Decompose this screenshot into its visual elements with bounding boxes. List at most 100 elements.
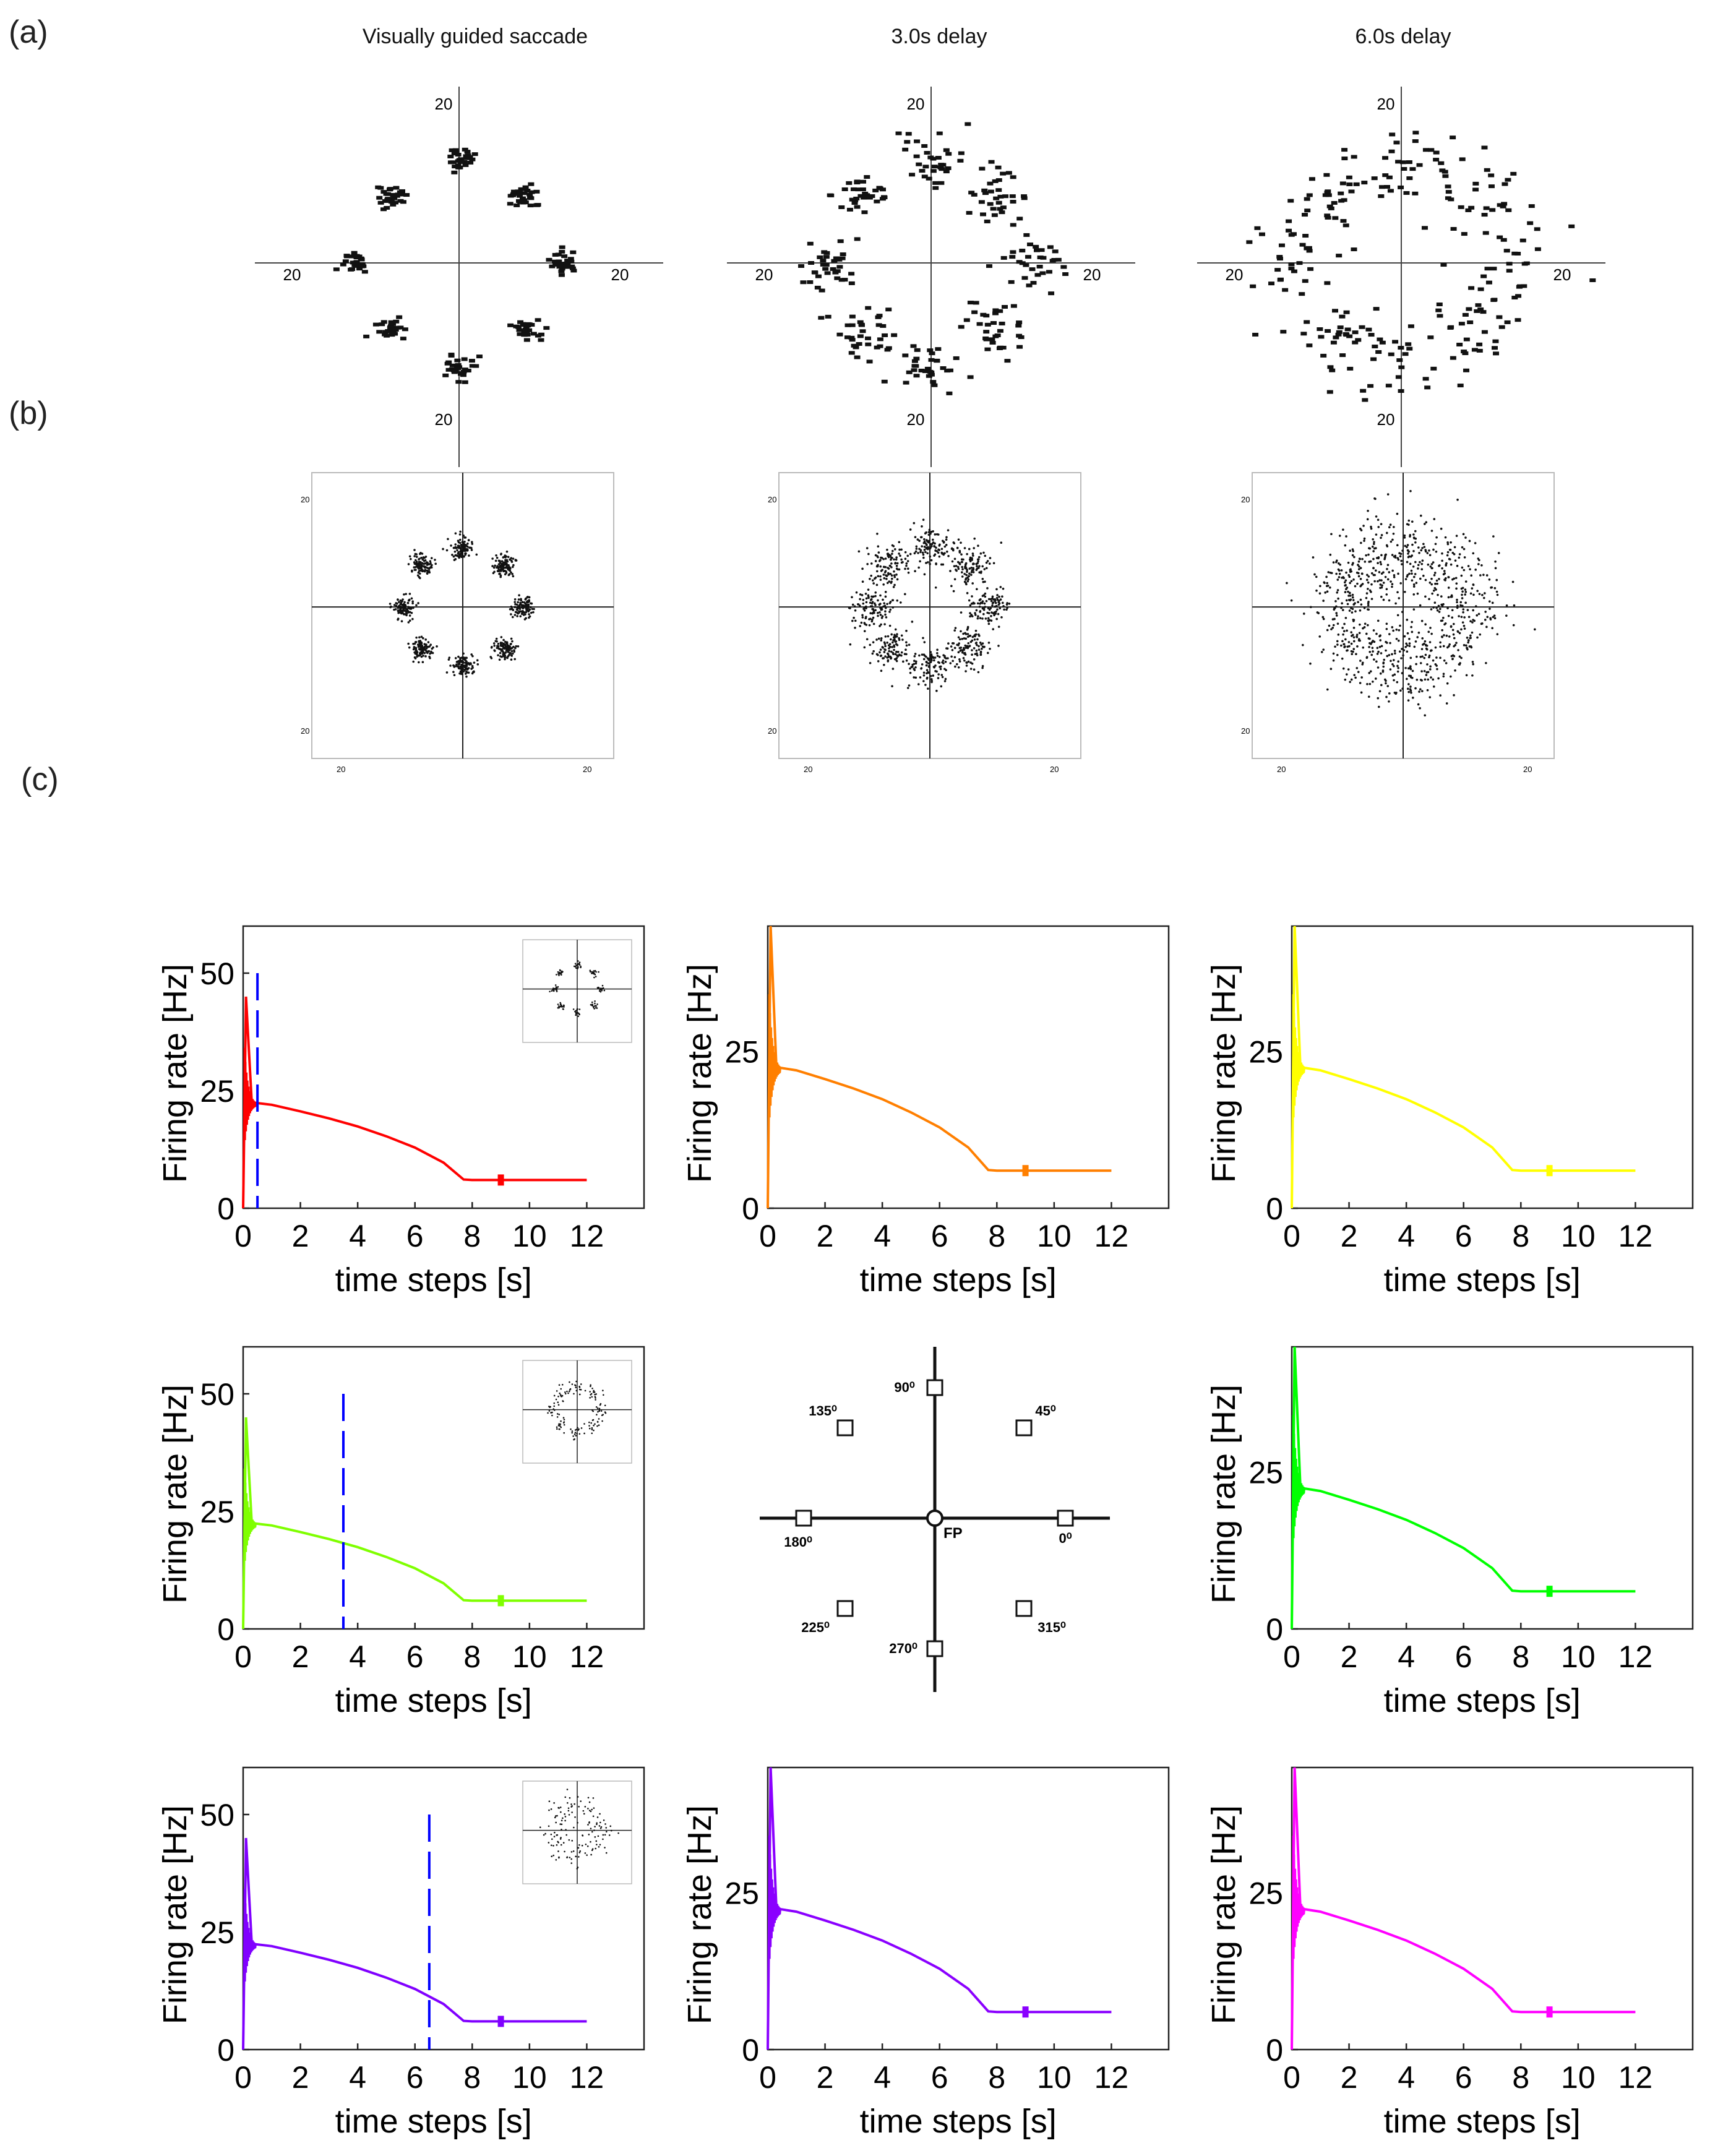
endpoint-dot bbox=[394, 608, 397, 611]
endpoint-dot bbox=[971, 649, 973, 651]
endpoint-dot bbox=[918, 539, 921, 542]
endpoint-dot bbox=[1412, 565, 1415, 568]
endpoint-dot bbox=[1445, 577, 1447, 580]
endpoint-dot bbox=[867, 552, 870, 556]
endpoint-dot bbox=[1463, 569, 1466, 572]
endpoint-dot bbox=[929, 555, 932, 558]
endpoint-dot bbox=[1432, 548, 1435, 551]
inset-dot bbox=[565, 1829, 567, 1831]
inset-dot bbox=[595, 976, 597, 977]
onset-transient bbox=[243, 1047, 257, 1152]
inset-dot bbox=[578, 1852, 581, 1853]
endpoint-dot bbox=[929, 655, 932, 657]
inset-dot bbox=[591, 1001, 593, 1003]
endpoint-dot bbox=[1467, 565, 1470, 567]
inset-dot bbox=[560, 1844, 562, 1846]
endpoint-dot bbox=[853, 196, 860, 200]
endpoint-dot bbox=[1419, 655, 1422, 658]
endpoint-dot bbox=[520, 610, 522, 612]
endpoint-dot bbox=[1335, 560, 1338, 564]
endpoint-dot bbox=[1429, 668, 1432, 671]
endpoint-dot bbox=[1339, 353, 1346, 358]
endpoint-dot bbox=[908, 684, 911, 687]
endpoint-dot bbox=[1355, 338, 1362, 342]
endpoint-dot bbox=[1342, 667, 1345, 670]
inset-dot bbox=[590, 1393, 593, 1395]
endpoint-dot bbox=[1346, 334, 1353, 338]
endpoint-dot bbox=[1372, 538, 1374, 541]
endpoint-dot bbox=[1358, 565, 1360, 568]
endpoint-dot bbox=[966, 633, 969, 635]
endpoint-dot bbox=[1445, 190, 1452, 194]
endpoint-dot bbox=[973, 547, 976, 549]
endpoint-dot bbox=[517, 200, 524, 204]
endpoint-dot bbox=[1377, 580, 1379, 583]
endpoint-dot bbox=[1360, 676, 1363, 679]
endpoint-dot bbox=[1359, 325, 1365, 329]
inset-dot bbox=[576, 1008, 578, 1010]
endpoint-dot bbox=[1419, 604, 1422, 607]
inset-dot bbox=[560, 1388, 562, 1390]
endpoint-dot bbox=[930, 559, 933, 562]
endpoint-dot bbox=[881, 379, 888, 384]
inset-dot bbox=[577, 1847, 579, 1849]
inset-dot bbox=[598, 1409, 601, 1412]
endpoint-dot bbox=[851, 343, 857, 348]
endpoint-dot bbox=[1388, 700, 1390, 703]
endpoint-dot bbox=[798, 264, 805, 268]
endpoint-dot bbox=[1016, 320, 1023, 325]
inset-dot bbox=[595, 971, 597, 973]
endpoint-dot bbox=[1277, 278, 1284, 282]
endpoint-dot bbox=[896, 578, 899, 581]
endpoint-dot bbox=[915, 548, 918, 550]
endpoint-dot bbox=[428, 570, 431, 572]
endpoint-dot bbox=[459, 552, 462, 556]
inset-dot bbox=[561, 971, 563, 974]
endpoint-dot bbox=[1365, 632, 1368, 635]
inset-dot bbox=[557, 986, 559, 988]
endpoint-dot bbox=[1382, 662, 1385, 665]
endpoint-dot bbox=[855, 187, 862, 192]
endpoint-dot bbox=[493, 649, 496, 652]
endpoint-dot bbox=[861, 567, 864, 570]
endpoint-dot bbox=[1434, 543, 1437, 546]
endpoint-dot bbox=[1404, 590, 1406, 593]
endpoint-dot bbox=[1015, 324, 1022, 328]
endpoint-dot bbox=[1000, 171, 1007, 176]
x-tick-label: 4 bbox=[349, 2060, 366, 2095]
endpoint-dot bbox=[1510, 171, 1517, 176]
endpoint-dot bbox=[1458, 322, 1465, 326]
endpoint-dot bbox=[971, 557, 973, 560]
endpoint-dot bbox=[1435, 656, 1438, 659]
endpoint-dot bbox=[1439, 168, 1446, 173]
y-tick-label: 25 bbox=[1248, 1456, 1283, 1490]
endpoint-dot bbox=[924, 150, 930, 155]
endpoint-dot bbox=[863, 630, 866, 632]
endpoint-dot bbox=[885, 346, 892, 350]
endpoint-dot bbox=[1332, 624, 1335, 627]
inset-dot bbox=[583, 1813, 585, 1815]
inset-dot bbox=[575, 1385, 577, 1386]
endpoint-dot bbox=[1412, 139, 1419, 144]
endpoint-dot bbox=[1036, 264, 1043, 268]
endpoint-dot bbox=[913, 552, 916, 555]
endpoint-dot bbox=[1452, 622, 1455, 625]
endpoint-dot bbox=[1446, 543, 1450, 546]
endpoint-dot bbox=[877, 637, 880, 640]
endpoint-dot bbox=[396, 315, 403, 319]
endpoint-dot bbox=[1379, 583, 1382, 586]
endpoint-dot bbox=[413, 651, 416, 654]
endpoint-dot bbox=[857, 550, 861, 553]
x-tick-label: 10 bbox=[512, 1219, 547, 1253]
endpoint-dot bbox=[957, 538, 960, 541]
endpoint-dot bbox=[1401, 549, 1404, 552]
endpoint-dot bbox=[990, 207, 997, 211]
endpoint-dot bbox=[1484, 592, 1486, 595]
endpoint-dot bbox=[830, 267, 836, 271]
endpoint-dot bbox=[872, 579, 874, 582]
endpoint-dot bbox=[416, 655, 418, 658]
inset-dot bbox=[558, 974, 560, 976]
endpoint-dot bbox=[1003, 608, 1005, 611]
endpoint-dot bbox=[974, 612, 976, 614]
endpoint-dot bbox=[455, 165, 462, 170]
